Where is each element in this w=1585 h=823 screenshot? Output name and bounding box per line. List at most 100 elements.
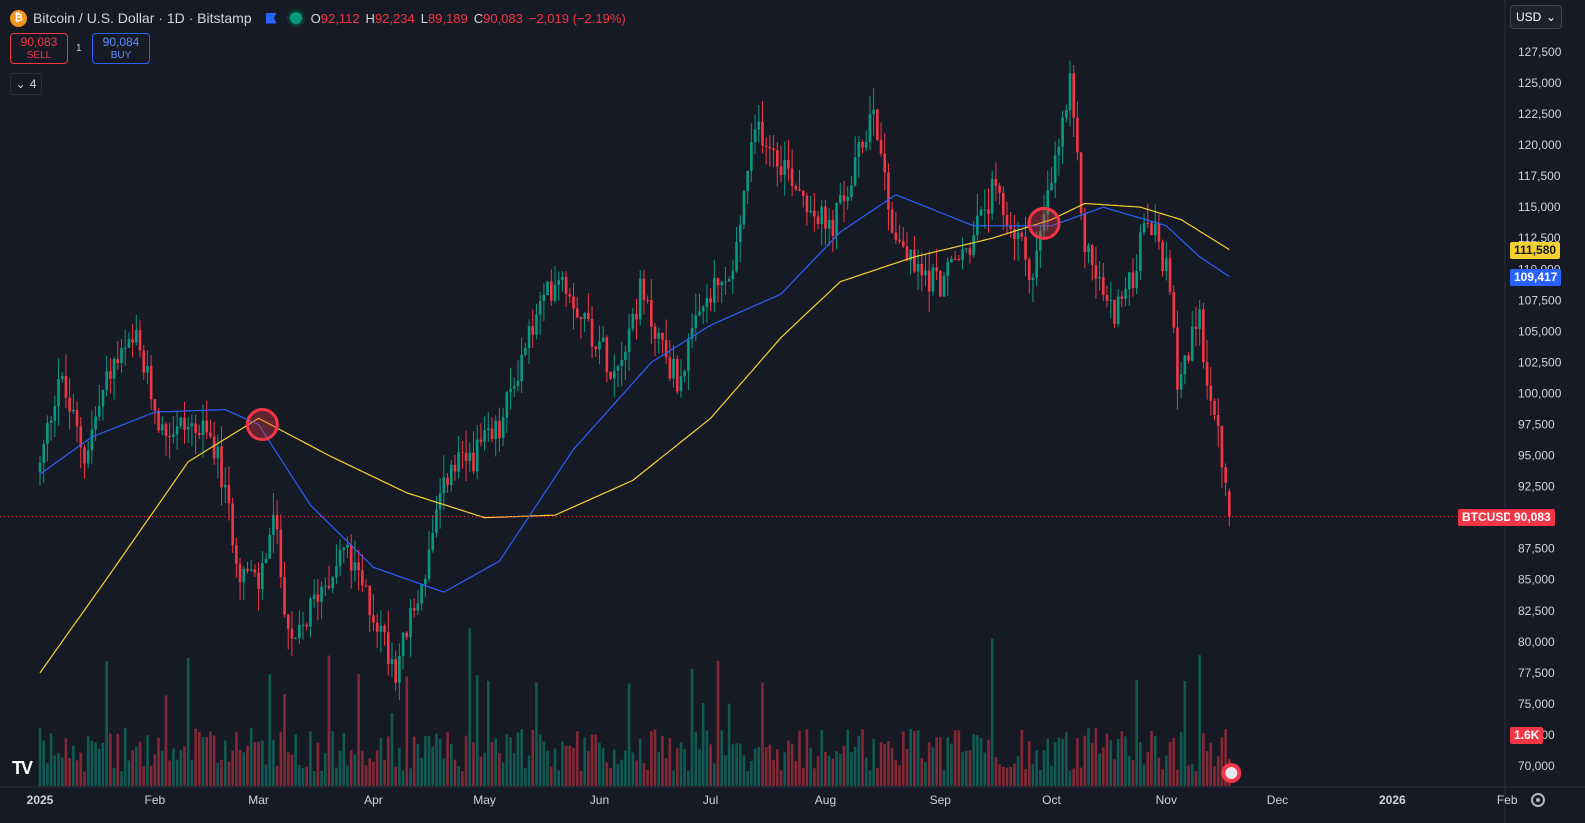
volume-bar [946,737,950,786]
volume-bar [368,758,372,786]
volume-bar [553,748,557,786]
volume-bar [535,682,538,786]
volume-bar [957,730,961,786]
volume-bar [401,770,405,786]
indicators-toggle-button[interactable]: ⌄ 4 [10,73,42,95]
candle-body [624,352,627,360]
candle-body [312,594,316,599]
volume-bar [75,760,79,786]
gear-icon[interactable] [1531,793,1545,807]
time-tick-label: Jul [703,793,718,807]
candle-body [1013,228,1016,239]
candle-body [1157,223,1161,242]
candle-body [653,326,657,339]
flag-icon[interactable] [265,12,277,24]
price-tick-label: 87,500 [1518,542,1555,556]
volume-bar [620,759,623,786]
volume-bar [664,758,668,786]
candle-body [787,160,790,169]
candle-body [638,278,642,320]
ma-fast-line [39,194,1230,593]
candle-body [101,389,105,407]
time-tick-label: Apr [364,793,383,807]
spread-value: 1 [76,43,82,54]
candle-body [742,190,746,225]
indicators-count: 4 [29,77,37,91]
candle-body [531,326,535,335]
candle-body [209,432,212,437]
candle-body [361,570,364,586]
candle-body [857,142,861,158]
volume-bar [653,729,657,786]
volume-bar [1076,738,1079,786]
volume-bar [42,740,46,786]
candle-body [1183,355,1187,375]
volume-bar [494,738,498,786]
candle-body [42,443,46,463]
volume-bar [538,734,542,786]
volume-bar [1039,769,1042,786]
volume-bar [790,743,794,786]
candle-body [201,420,205,436]
volume-bar [353,754,357,786]
volume-bar [846,729,849,786]
sell-button[interactable]: 90,083 SELL [10,33,68,64]
candle-body [1194,326,1198,329]
volume-bar [298,764,301,786]
candle-body [1050,182,1053,191]
candle-body [990,179,994,214]
candle-body [879,139,883,154]
candle-body [227,484,231,504]
volume-bar [961,752,964,786]
volume-bar [1176,769,1179,786]
candle-body [727,278,731,282]
candle-body [353,562,357,571]
candle-body [94,416,97,430]
volume-bar [364,765,368,786]
volume-bar [820,730,824,786]
candle-body [268,534,272,559]
candle-body [1213,400,1216,415]
volume-bar [587,751,590,786]
candle-body [720,282,724,286]
volume-bar [887,741,890,786]
candle-body [1035,250,1038,278]
time-tick-label: Mar [248,793,269,807]
candle-body [661,332,664,341]
candle-body [509,388,512,393]
candle-body [738,224,742,242]
volume-bar [831,758,835,786]
volume-bar [1224,729,1227,786]
candle-body [1172,291,1176,328]
price-tick-label: 92,500 [1518,480,1555,494]
time-tick-label: Sep [930,793,952,807]
volume-bar [49,733,53,786]
volume-bar [1168,742,1172,786]
volume-bar [223,740,227,786]
candle-body [512,386,516,389]
candle-body [1024,236,1027,260]
candle-body [961,249,964,261]
volume-bar [424,736,427,786]
volume-bar [909,728,912,786]
volume-bar [261,740,264,786]
volume-bar [716,660,720,786]
volume-bar [186,657,190,786]
volume-bar [850,752,853,786]
candle-body [535,314,538,335]
volume-bar [501,762,505,786]
candle-body [679,376,683,392]
currency-select[interactable]: USD ⌄ [1510,5,1562,29]
volume-bar [879,742,883,786]
candle-body [205,420,209,433]
tradingview-logo-icon[interactable]: TV [12,758,33,778]
symbol-title[interactable]: Bitcoin / U.S. Dollar · 1D · Bitstamp [33,10,252,26]
candle-body [1135,271,1138,288]
volume-bar [1116,738,1120,786]
volume-bar [146,735,149,786]
candle-body [664,340,668,358]
price-tick-label: 117,500 [1518,169,1561,183]
volume-bar [601,748,605,786]
buy-button[interactable]: 90,084 BUY [92,33,150,64]
